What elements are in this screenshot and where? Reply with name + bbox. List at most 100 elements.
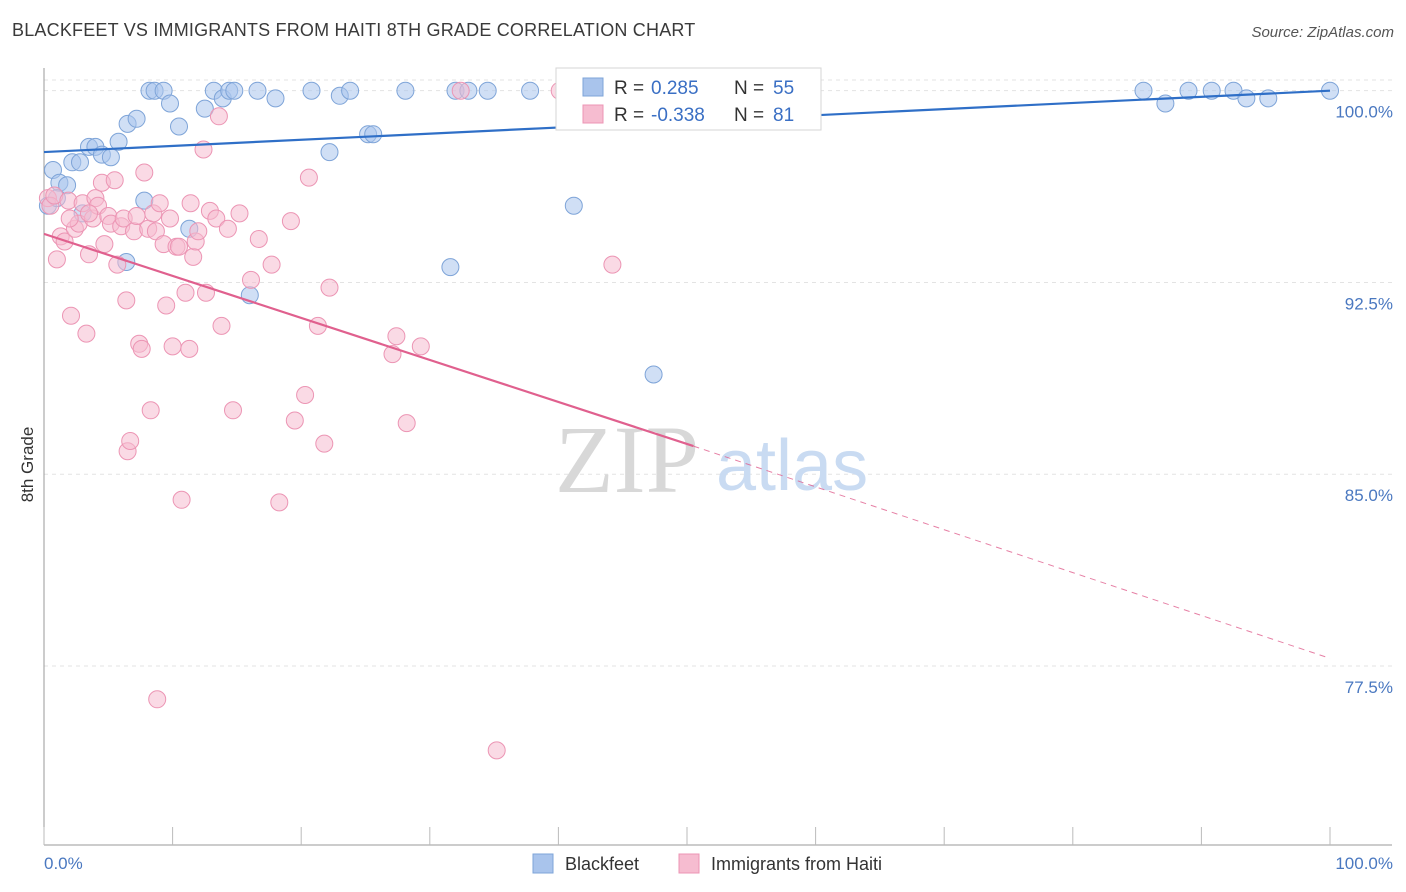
point-blackfeet-48 bbox=[1202, 81, 1221, 100]
point-haiti-74 bbox=[411, 337, 430, 356]
point-haiti-17 bbox=[95, 235, 114, 254]
point-haiti-43 bbox=[170, 237, 188, 256]
point-haiti-64 bbox=[281, 212, 300, 231]
point-haiti-7 bbox=[62, 306, 80, 325]
point-haiti-72 bbox=[387, 327, 406, 346]
point-haiti-44 bbox=[172, 490, 191, 509]
point-haiti-79 bbox=[80, 204, 98, 223]
point-haiti-50 bbox=[189, 222, 208, 241]
y-tick-label-1: 92.5% bbox=[1345, 294, 1393, 313]
trend-lines bbox=[43, 89, 1331, 659]
point-blackfeet-24 bbox=[266, 89, 285, 108]
point-blackfeet-31 bbox=[396, 81, 415, 100]
point-haiti-67 bbox=[299, 168, 318, 187]
stats-r-label-blackfeet: R = bbox=[614, 78, 644, 99]
legend-swatch-haiti bbox=[678, 853, 700, 874]
y-tick-label-3: 77.5% bbox=[1345, 678, 1393, 697]
watermark: ZIP atlas bbox=[555, 406, 868, 513]
point-haiti-24 bbox=[117, 291, 136, 310]
stats-n-label-haiti: N = bbox=[734, 105, 764, 126]
stats-r-value-haiti: -0.338 bbox=[651, 105, 705, 126]
point-haiti-78 bbox=[603, 255, 622, 274]
point-blackfeet-45 bbox=[1134, 81, 1153, 100]
x-tick-label-min: 0.0% bbox=[44, 854, 83, 873]
point-haiti-54 bbox=[207, 209, 226, 228]
point-haiti-31 bbox=[135, 163, 154, 182]
point-haiti-48 bbox=[184, 247, 203, 266]
point-blackfeet-34 bbox=[478, 81, 497, 100]
source-credit: Source: ZipAtlas.com bbox=[1251, 24, 1394, 41]
data-points bbox=[38, 81, 1339, 760]
point-blackfeet-43 bbox=[564, 196, 583, 215]
watermark-zip: ZIP bbox=[555, 406, 699, 513]
trend-line-haiti-extension bbox=[693, 445, 1331, 659]
point-haiti-61 bbox=[249, 230, 268, 248]
point-blackfeet-42 bbox=[441, 258, 460, 277]
point-haiti-3 bbox=[47, 250, 66, 269]
point-blackfeet-47 bbox=[1179, 81, 1198, 100]
stats-n-label-blackfeet: N = bbox=[734, 78, 764, 99]
point-blackfeet-50 bbox=[1237, 89, 1256, 108]
stats-legend-box: R = 0.285 N = 55 R = -0.338 N = 81 bbox=[555, 67, 822, 131]
point-haiti-45 bbox=[176, 283, 195, 302]
bottom-legend: Blackfeet Immigrants from Haiti bbox=[532, 853, 882, 874]
point-blackfeet-26 bbox=[320, 143, 339, 162]
point-haiti-47 bbox=[181, 194, 200, 213]
point-blackfeet-25 bbox=[302, 81, 321, 100]
x-tick-label-max: 100.0% bbox=[1335, 854, 1393, 873]
point-blackfeet-23 bbox=[248, 81, 267, 100]
point-haiti-58 bbox=[224, 401, 242, 420]
point-haiti-20 bbox=[105, 171, 124, 190]
point-haiti-37 bbox=[150, 194, 169, 213]
point-blackfeet-18 bbox=[195, 99, 214, 118]
stats-swatch-blackfeet bbox=[582, 77, 604, 97]
stats-swatch-haiti bbox=[582, 104, 604, 124]
y-tick-label-2: 85.0% bbox=[1345, 486, 1393, 505]
point-haiti-57 bbox=[218, 219, 237, 238]
watermark-atlas: atlas bbox=[716, 426, 868, 506]
grid-lines bbox=[44, 79, 1392, 667]
point-blackfeet-35 bbox=[521, 81, 540, 100]
point-haiti-39 bbox=[157, 296, 176, 315]
legend-label-blackfeet: Blackfeet bbox=[565, 854, 639, 874]
point-blackfeet-28 bbox=[341, 81, 360, 100]
point-blackfeet-5 bbox=[71, 153, 89, 172]
stats-n-value-blackfeet: 55 bbox=[773, 78, 794, 99]
point-haiti-11 bbox=[77, 324, 96, 343]
point-haiti-36 bbox=[148, 690, 167, 709]
x-tick-marks bbox=[43, 827, 1331, 845]
point-haiti-62 bbox=[262, 255, 281, 274]
point-blackfeet-22 bbox=[225, 81, 244, 100]
point-blackfeet-30 bbox=[364, 125, 383, 144]
point-haiti-65 bbox=[285, 411, 304, 430]
point-haiti-76 bbox=[487, 741, 506, 760]
point-blackfeet-9 bbox=[101, 148, 120, 167]
point-haiti-33 bbox=[141, 401, 160, 420]
point-haiti-75 bbox=[451, 81, 470, 100]
point-haiti-41 bbox=[163, 337, 182, 356]
stats-n-value-haiti: 81 bbox=[773, 105, 794, 126]
point-blackfeet-16 bbox=[161, 94, 179, 113]
point-haiti-73 bbox=[397, 414, 416, 433]
point-haiti-69 bbox=[315, 434, 334, 453]
point-haiti-63 bbox=[270, 493, 289, 512]
point-blackfeet-10 bbox=[109, 132, 128, 151]
y-tick-labels: 100.0% 92.5% 85.0% 77.5% bbox=[1335, 103, 1393, 697]
point-haiti-66 bbox=[296, 386, 315, 404]
point-haiti-59 bbox=[230, 204, 249, 223]
point-haiti-30 bbox=[132, 339, 151, 358]
legend-label-haiti: Immigrants from Haiti bbox=[711, 854, 882, 874]
point-haiti-55 bbox=[209, 107, 228, 126]
point-haiti-46 bbox=[180, 339, 199, 358]
legend-swatch-blackfeet bbox=[532, 853, 554, 874]
point-blackfeet-17 bbox=[170, 117, 188, 136]
point-blackfeet-12 bbox=[127, 109, 146, 128]
point-haiti-70 bbox=[320, 278, 339, 297]
point-haiti-56 bbox=[212, 316, 231, 335]
chart-title: BLACKFEET VS IMMIGRANTS FROM HAITI 8TH G… bbox=[12, 20, 696, 40]
point-haiti-60 bbox=[242, 270, 260, 289]
stats-r-value-blackfeet: 0.285 bbox=[651, 78, 699, 99]
stats-r-label-haiti: R = bbox=[614, 105, 644, 126]
trend-line-haiti bbox=[43, 232, 694, 448]
